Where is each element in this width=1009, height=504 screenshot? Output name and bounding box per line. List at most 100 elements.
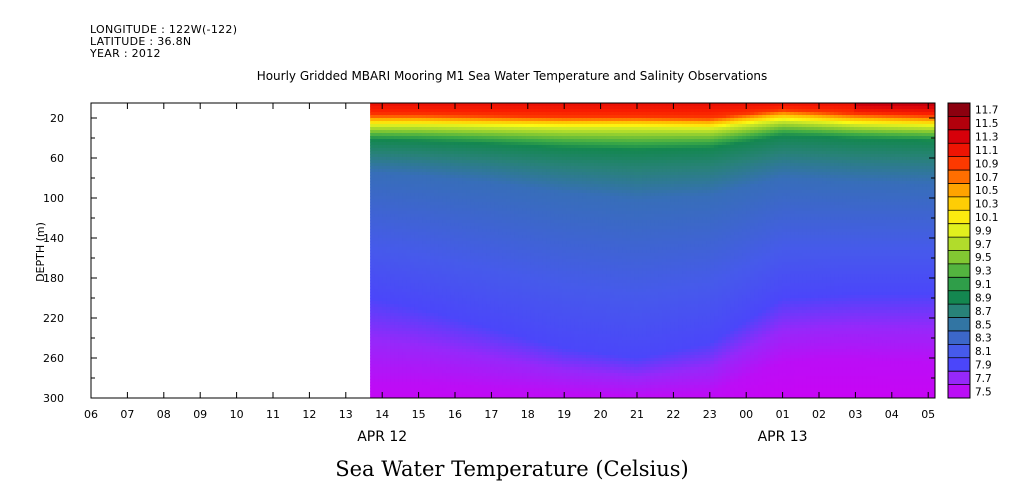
heat-cell	[382, 310, 387, 314]
heat-cell	[418, 208, 423, 212]
heat-cell	[474, 379, 479, 383]
heat-cell	[390, 322, 395, 326]
heat-cell	[414, 364, 419, 368]
heat-cell	[406, 166, 411, 170]
heat-cell	[506, 364, 511, 368]
heat-cell	[554, 388, 559, 392]
heat-cell	[422, 346, 427, 350]
heat-cell	[438, 271, 443, 275]
heat-cell	[562, 238, 567, 242]
heat-cell	[486, 175, 491, 179]
heat-cell	[442, 358, 447, 362]
heat-cell	[454, 238, 459, 242]
heat-cell	[426, 145, 431, 149]
heat-cell	[566, 163, 571, 167]
heat-cell	[538, 121, 543, 125]
heat-cell	[386, 247, 391, 251]
heat-cell	[462, 295, 467, 299]
heat-cell	[438, 322, 443, 326]
heat-cell	[370, 151, 375, 155]
heat-cell	[402, 388, 407, 392]
heat-cell	[458, 184, 463, 188]
heat-cell	[422, 193, 427, 197]
heat-cell	[486, 262, 491, 266]
heat-cell	[386, 355, 391, 359]
heat-cell	[502, 283, 507, 287]
heat-cell	[534, 208, 539, 212]
heat-cell	[402, 175, 407, 179]
heat-cell	[378, 319, 383, 323]
heat-cell	[434, 325, 439, 329]
heat-cell	[394, 226, 399, 230]
heat-cell	[510, 214, 515, 218]
heat-cell	[478, 259, 483, 263]
heat-cell	[426, 163, 431, 167]
heat-cell	[410, 343, 415, 347]
heat-cell	[390, 211, 395, 215]
heat-cell	[550, 307, 555, 311]
heat-cell	[514, 268, 519, 272]
heat-cell	[474, 292, 479, 296]
heat-cell	[494, 220, 499, 224]
heat-cell	[462, 184, 467, 188]
heat-cell	[506, 208, 511, 212]
heat-cell	[566, 322, 571, 326]
heat-cell	[494, 250, 499, 254]
heat-cell	[450, 217, 455, 221]
heat-cell	[466, 142, 471, 146]
heat-cell	[538, 202, 543, 206]
heat-cell	[478, 283, 483, 287]
heat-cell	[558, 139, 563, 143]
heat-cell	[534, 211, 539, 215]
heat-cell	[410, 295, 415, 299]
heat-cell	[422, 337, 427, 341]
heat-cell	[494, 340, 499, 344]
heat-cell	[394, 229, 399, 233]
heat-cell	[438, 163, 443, 167]
heat-cell	[562, 367, 567, 371]
heat-cell	[446, 346, 451, 350]
heat-cell	[398, 205, 403, 209]
heat-cell	[562, 358, 567, 362]
heat-cell	[410, 382, 415, 386]
heat-cell	[486, 223, 491, 227]
heat-cell	[462, 367, 467, 371]
heat-cell	[458, 319, 463, 323]
heat-cell	[446, 121, 451, 125]
heat-cell	[382, 379, 387, 383]
heat-cell	[390, 142, 395, 146]
heat-cell	[478, 175, 483, 179]
heat-cell	[374, 382, 379, 386]
heat-cell	[374, 190, 379, 194]
heat-cell	[498, 211, 503, 215]
heat-cell	[558, 364, 563, 368]
heat-cell	[378, 331, 383, 335]
heat-cell	[438, 106, 443, 110]
heat-cell	[374, 241, 379, 245]
heat-cell	[506, 343, 511, 347]
heat-cell	[422, 247, 427, 251]
heat-cell	[370, 370, 375, 374]
heat-cell	[390, 187, 395, 191]
heat-cell	[430, 214, 435, 218]
heat-cell	[474, 283, 479, 287]
heat-cell	[462, 226, 467, 230]
heat-cell	[402, 169, 407, 173]
heat-cell	[386, 349, 391, 353]
heat-cell	[542, 319, 547, 323]
heat-cell	[434, 154, 439, 158]
heat-cell	[426, 169, 431, 173]
heat-cell	[414, 343, 419, 347]
heat-cell	[534, 250, 539, 254]
heat-cell	[526, 253, 531, 257]
heat-cell	[434, 184, 439, 188]
heat-cell	[554, 223, 559, 227]
heat-cell	[422, 394, 427, 398]
heat-cell	[478, 118, 483, 122]
heat-cell	[462, 178, 467, 182]
heat-cell	[502, 277, 507, 281]
heat-cell	[534, 187, 539, 191]
heat-cell	[410, 145, 415, 149]
heat-cell	[474, 271, 479, 275]
heat-cell	[490, 139, 495, 143]
